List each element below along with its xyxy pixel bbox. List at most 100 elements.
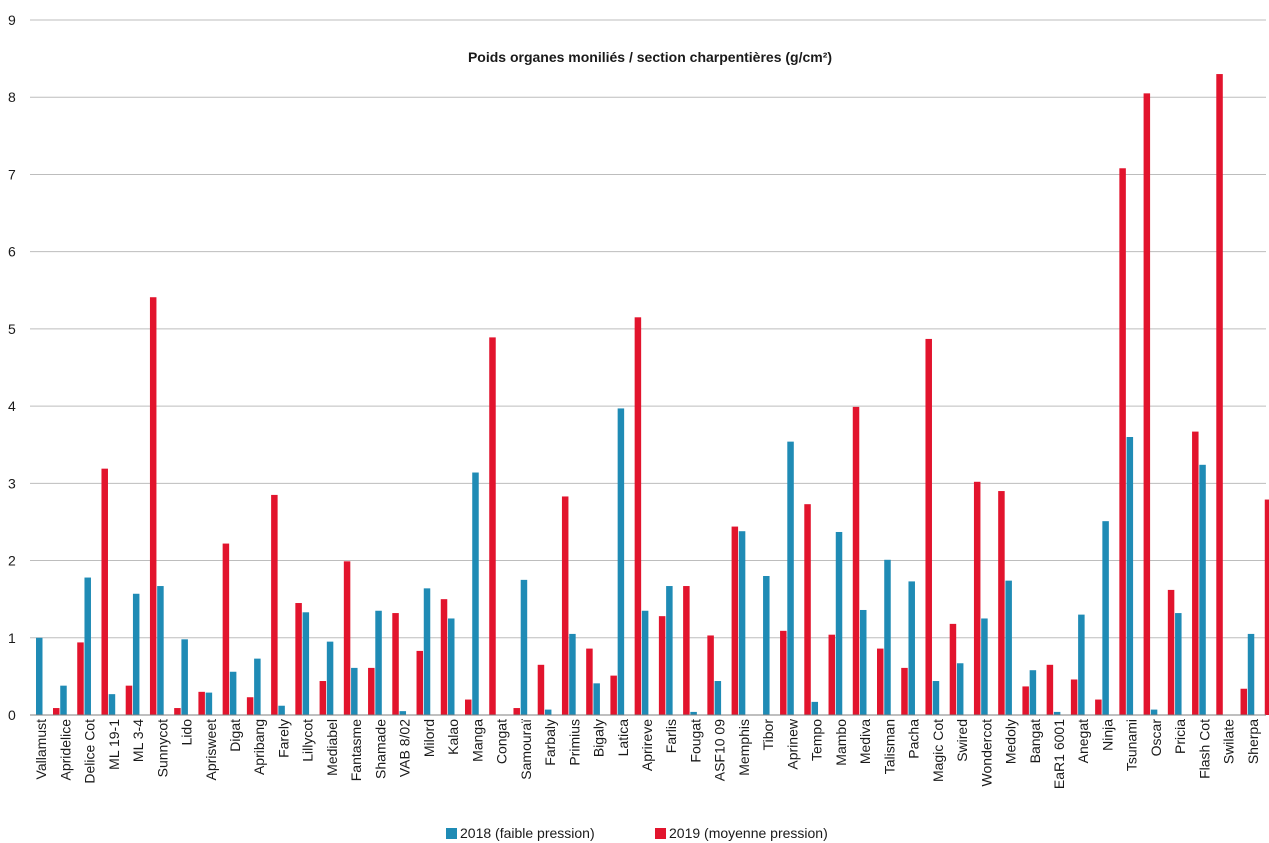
bar-2018-wondercot [981, 618, 988, 715]
bar-2019-anegat [1095, 699, 1102, 715]
bar-2018-flash-cot [1199, 464, 1206, 715]
category-label: ASF10 09 [712, 719, 728, 781]
bar-2018-delice-cot [84, 577, 91, 715]
bar-2018-aprireve [641, 610, 649, 715]
bar-2019-digat [246, 697, 254, 715]
bar-2019-apridelice [77, 642, 84, 715]
bar-2019-sunnycot [174, 708, 181, 715]
bar-2019-bigaly [610, 675, 617, 715]
bar-2018-vab-8-02 [399, 711, 407, 715]
y-axis-ticks: 0 1 2 3 4 5 6 7 8 9 [8, 12, 16, 723]
bar-2019-lido [198, 691, 205, 715]
bar-2018-oscar [1150, 709, 1158, 715]
bar-2019-samoura- [537, 664, 545, 715]
category-label: Bangat [1027, 719, 1043, 763]
bar-2018-farely [278, 705, 285, 715]
bar-2018-samoura- [520, 579, 528, 715]
category-label: Shamade [372, 719, 388, 779]
bar-2019-latica [634, 317, 642, 715]
category-label: Aprinew [784, 718, 800, 769]
bar-2019-farbaly [561, 496, 569, 715]
bar-2019-tsunami [1143, 93, 1151, 716]
legend-label-2019: 2019 (moyenne pression) [669, 825, 828, 841]
y-tick-label: 7 [8, 166, 16, 182]
bar-2019-oscar [1167, 589, 1175, 715]
legend: 2018 (faible pression) 2019 (moyenne pre… [446, 825, 828, 841]
bar-2019-farlis [683, 586, 690, 715]
category-label: Ninja [1099, 719, 1115, 751]
bar-2019-ml-3-4 [149, 297, 157, 715]
y-tick-label: 1 [8, 630, 16, 646]
category-label: Memphis [736, 719, 752, 776]
legend-label-2018: 2018 (faible pression) [460, 825, 595, 841]
bar-2018-fantasme [351, 667, 358, 715]
y-tick-label: 5 [8, 321, 16, 337]
category-label: Tibor [760, 719, 776, 751]
category-label: Sherpa [1245, 719, 1261, 764]
bar-2019-bangat [1046, 664, 1054, 715]
bar-2019-congat [513, 708, 520, 715]
bar-2019-pricia [1192, 431, 1199, 715]
category-label: Magic Cot [930, 719, 946, 782]
chart-title: Poids organes moniliés / section charpen… [468, 49, 832, 65]
category-label: Tsunami [1124, 719, 1140, 771]
category-label: Farlis [663, 719, 679, 753]
bar-2019-apribang [271, 494, 278, 715]
category-label: Aprireve [639, 719, 655, 771]
category-label: Lido [179, 719, 195, 746]
bar-2018-farbaly [544, 709, 552, 715]
category-label: Talisman [881, 719, 897, 774]
category-label: Lillycot [300, 719, 316, 762]
category-label: Mediabel [324, 719, 340, 776]
bar-2018-sherpa [1247, 633, 1255, 715]
bar-2019-tempo [828, 634, 836, 715]
category-label: Farely [275, 719, 291, 758]
bar-2018-tibor [763, 576, 770, 715]
category-label: Flash Cot [1196, 719, 1212, 779]
bar-2019-flash-cot [1216, 74, 1223, 716]
bar-2018-magic-cot [932, 681, 940, 715]
category-label: Mambo [833, 719, 849, 766]
category-label: Wondercot [978, 719, 994, 787]
bar-2019-medoly [1022, 686, 1029, 715]
category-label: Mediva [857, 719, 873, 764]
category-label: Fantasme [348, 719, 364, 781]
bar-2018-medoly [1005, 580, 1012, 715]
bar-2018-pricia [1175, 613, 1182, 715]
y-tick-label: 2 [8, 553, 16, 569]
gridlines [30, 19, 1266, 639]
y-tick-label: 6 [8, 244, 16, 260]
category-label: Latica [615, 719, 631, 757]
bar-2018-lillycot [302, 612, 310, 715]
category-label: VAB 8/02 [397, 719, 413, 777]
bar-2019-aprinew [804, 504, 811, 715]
bar-2018-tempo [811, 701, 819, 715]
category-label: Digat [227, 719, 243, 752]
category-label: Milord [421, 719, 437, 757]
bar-2018-ml-19-1 [108, 694, 116, 715]
category-label: Apribang [251, 719, 267, 775]
bar-2019-talisman [901, 667, 908, 715]
category-label: Kalao [445, 719, 461, 755]
bar-2019-milord [440, 599, 448, 715]
bar-2019-wondercot [998, 491, 1005, 715]
legend-swatch-2019 [655, 828, 666, 839]
bar-2019-swilate [1240, 688, 1248, 715]
category-label: ML 3-4 [130, 719, 146, 762]
category-label: EaR1 6001 [1051, 719, 1067, 789]
category-label: Farbaly [542, 719, 558, 766]
bar-2018-primius [569, 633, 576, 715]
bar-2018-kalao [448, 618, 455, 715]
bars [36, 74, 1269, 716]
bar-2019-primius [586, 648, 593, 715]
category-label: Medoly [1003, 719, 1019, 764]
bar-2018-ninja [1102, 521, 1109, 715]
bar-2019-aprisweet [222, 543, 230, 715]
bar-2019-asf10-09 [731, 526, 739, 715]
bar-2019-aprireve [658, 616, 666, 715]
bar-2018-manga [472, 472, 479, 715]
bar-2018-lido [181, 639, 188, 715]
bar-2018-anegat [1078, 614, 1085, 715]
bar-2018-swired [956, 663, 964, 715]
category-label: Swired [954, 719, 970, 762]
